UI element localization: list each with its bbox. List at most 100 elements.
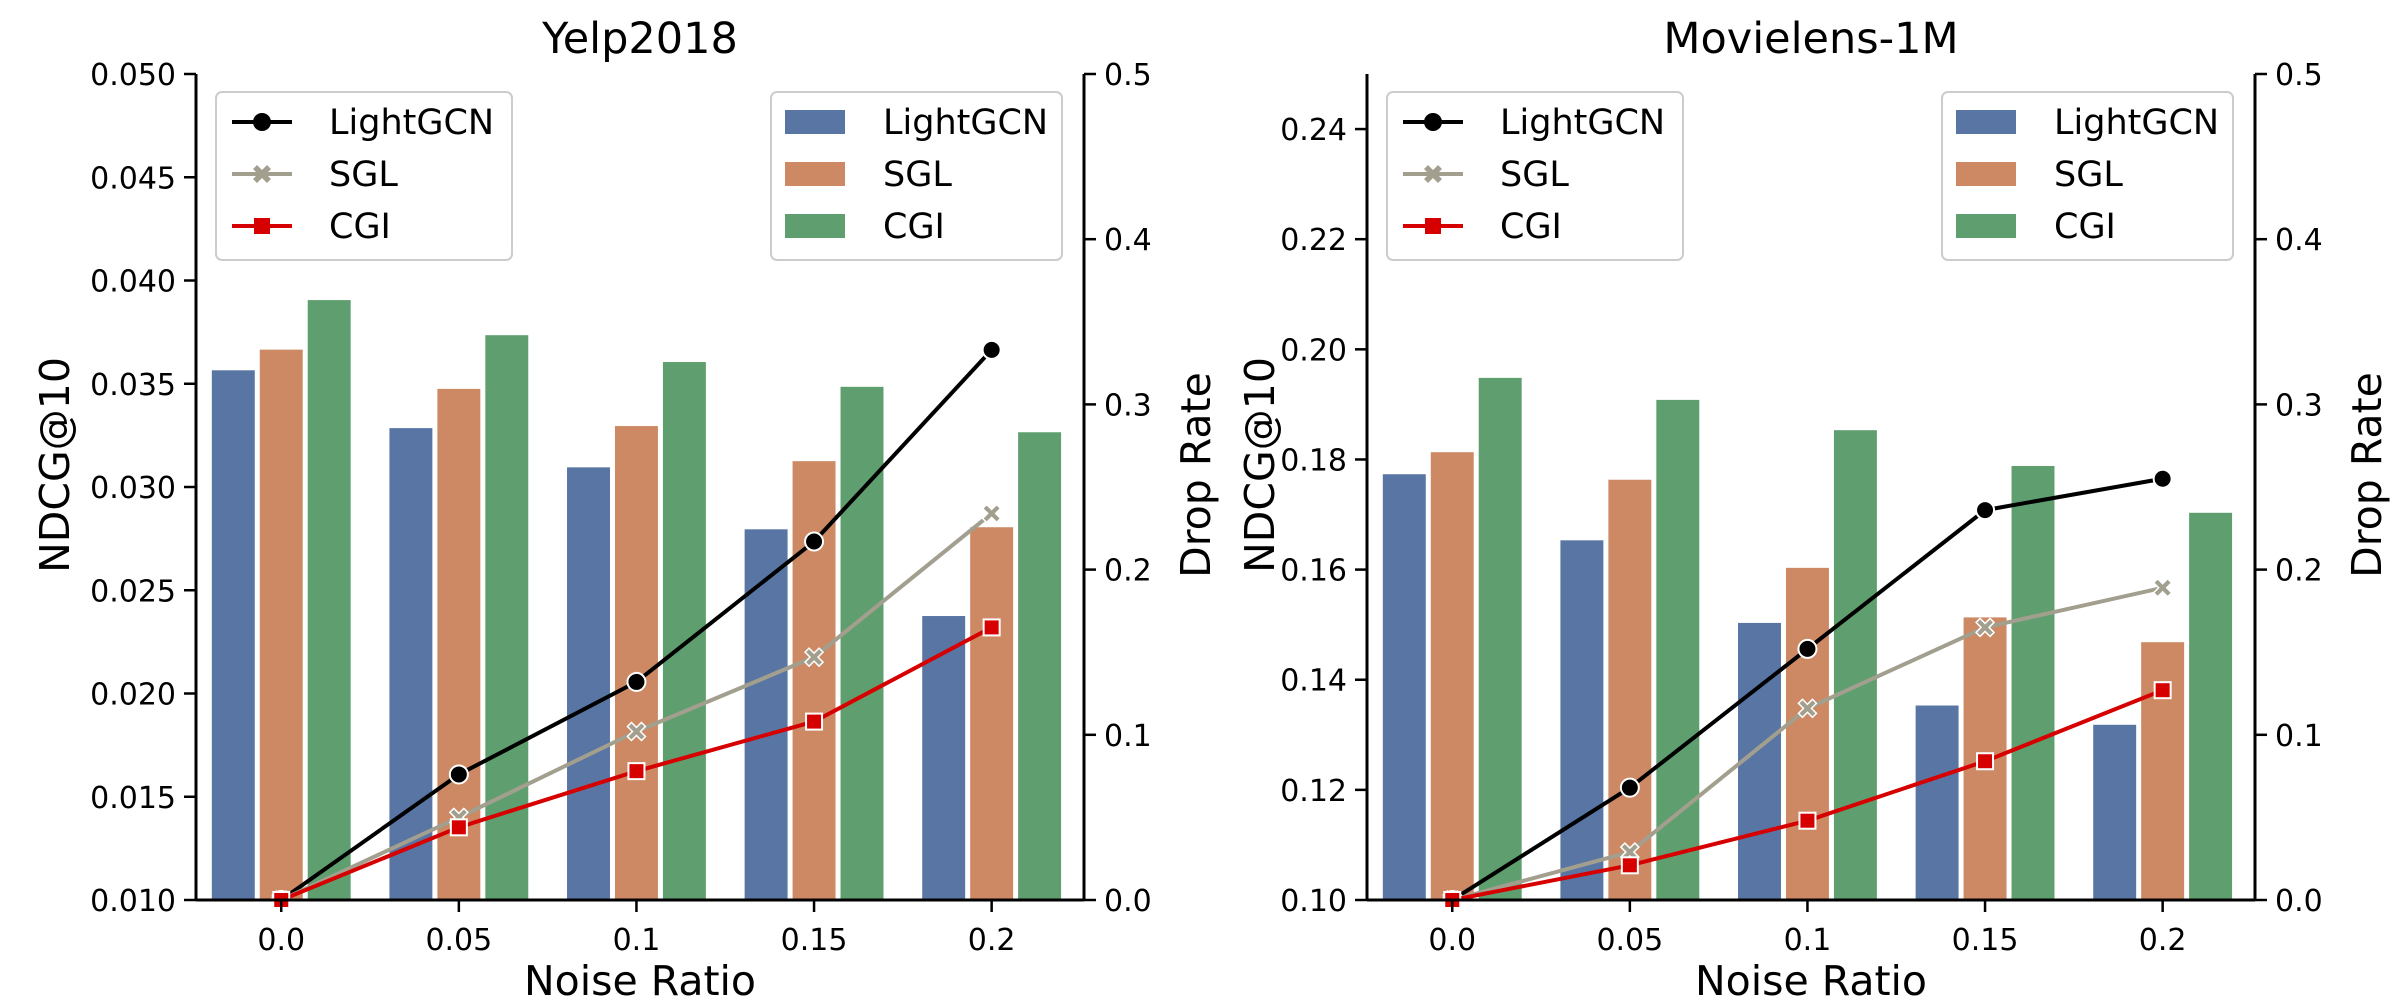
x-tick-label: 0.2 xyxy=(968,923,1016,958)
y2-tick-label: 0.4 xyxy=(2275,223,2323,258)
marker-lightgcn-4 xyxy=(2152,468,2173,489)
chart-title: Yelp2018 xyxy=(541,14,738,64)
bar-lightgcn-0 xyxy=(1380,472,1428,901)
y2-tick-label: 0.5 xyxy=(2275,58,2323,93)
left-axis-ticks: 0.10 0.12 0.14 0.16 0.18 0.20 0.22 0.24 xyxy=(1280,113,1367,919)
y-tick-label: 0.050 xyxy=(90,58,176,93)
bar-lightgcn-4 xyxy=(2091,722,2139,902)
legend-marker-lightgcn xyxy=(1424,113,1442,131)
legend-label-cgi: CGI xyxy=(883,207,945,247)
marker-sgl-4 xyxy=(2152,577,2173,598)
marker-cgi-1 xyxy=(449,818,468,837)
legend-label-cgi: CGI xyxy=(1500,207,1562,247)
marker-sgl-4 xyxy=(981,503,1002,524)
y-tick-label: 0.015 xyxy=(90,781,176,816)
marker-cgi-2 xyxy=(627,762,646,781)
legend-label-sgl: SGL xyxy=(1500,155,1569,195)
legend-swatch-sgl xyxy=(1956,162,2016,186)
bar-sgl-2 xyxy=(1783,565,1831,901)
x-tick-label: 0.15 xyxy=(1952,923,2019,958)
y2-axis-label: Drop Rate xyxy=(1172,372,1220,578)
legend-swatch-lightgcn xyxy=(1956,110,2016,134)
right-axis-ticks: 0.0 0.1 0.2 0.3 0.4 0.5 xyxy=(2255,58,2323,919)
bar-sgl-1 xyxy=(1606,477,1654,901)
chart-panel-movielens-1m: 0.100.120.140.160.180.200.220.24 0.00.10… xyxy=(1236,14,2391,1005)
bar-sgl-4 xyxy=(2139,640,2187,901)
bar-cgi-3 xyxy=(838,384,886,901)
legend-swatch-cgi xyxy=(1956,214,2016,238)
x-tick-label: 0.2 xyxy=(2139,923,2187,958)
x-axis-ticks: 0.0 0.05 0.1 0.15 0.2 xyxy=(257,900,1016,958)
x-tick-label: 0.15 xyxy=(781,923,848,958)
y-tick-label: 0.20 xyxy=(1280,333,1347,368)
y2-tick-label: 0.0 xyxy=(1104,884,1152,919)
y2-tick-label: 0.0 xyxy=(2275,884,2323,919)
legend-swatch-lightgcn xyxy=(785,110,845,134)
legend-marker-cgi xyxy=(254,218,270,234)
marker-cgi-4 xyxy=(2153,681,2172,700)
marker-cgi-3 xyxy=(1976,752,1995,771)
bar-legend: LightGCN SGL CGI xyxy=(1941,91,2234,261)
marker-lightgcn-1 xyxy=(448,764,469,785)
bar-legend: LightGCN SGL CGI xyxy=(770,91,1063,261)
axes-frame xyxy=(1365,74,2257,902)
bar-group xyxy=(1380,375,2235,902)
bar-cgi-2 xyxy=(1831,428,1879,901)
legend-label-sgl: SGL xyxy=(329,155,398,195)
marker-cgi-3 xyxy=(805,712,824,731)
y-tick-label: 0.035 xyxy=(90,368,176,403)
marker-cgi-4 xyxy=(982,618,1001,637)
bar-sgl-0 xyxy=(257,347,305,901)
y-tick-label: 0.030 xyxy=(90,471,176,506)
x-tick-label: 0.0 xyxy=(1428,923,1476,958)
left-axis-ticks: 0.010 0.015 0.020 0.025 0.030 0.035 0.040 0.045… xyxy=(90,58,196,919)
legend-label-sgl: SGL xyxy=(2054,155,2123,195)
x-axis-label: Noise Ratio xyxy=(1695,957,1927,1005)
bar-cgi-1 xyxy=(1654,397,1702,901)
x-tick-label: 0.05 xyxy=(1596,923,1663,958)
bar-lightgcn-1 xyxy=(387,426,435,901)
legend-label-sgl: SGL xyxy=(883,155,952,195)
marker-lightgcn-2 xyxy=(626,671,647,692)
x-tick-label: 0.0 xyxy=(257,923,305,958)
marker-cgi-1 xyxy=(1620,856,1639,875)
bar-cgi-0 xyxy=(1476,375,1524,902)
y2-tick-label: 0.1 xyxy=(1104,719,1152,754)
line-legend-box xyxy=(1386,91,1684,261)
marker-cgi-2 xyxy=(1798,811,1817,830)
y-tick-label: 0.22 xyxy=(1280,223,1347,258)
bar-lightgcn-0 xyxy=(209,368,257,902)
legend-marker-lightgcn xyxy=(253,113,271,131)
bar-group xyxy=(209,298,1064,902)
bar-lightgcn-1 xyxy=(1558,538,1606,902)
y2-tick-label: 0.3 xyxy=(2275,388,2323,423)
marker-lightgcn-4 xyxy=(981,339,1002,360)
y-tick-label: 0.14 xyxy=(1280,664,1347,699)
bar-sgl-2 xyxy=(612,424,660,901)
legend-label-lightgcn: LightGCN xyxy=(329,103,494,143)
y-axis-label: NDCG@10 xyxy=(31,357,79,573)
legend-label-lightgcn: LightGCN xyxy=(883,103,1048,143)
x-axis-ticks: 0.0 0.05 0.1 0.15 0.2 xyxy=(1428,900,2187,958)
chart-title: Movielens-1M xyxy=(1663,14,1958,64)
y-tick-label: 0.24 xyxy=(1280,113,1347,148)
y-axis-label: NDCG@10 xyxy=(1236,357,1284,573)
y2-tick-label: 0.4 xyxy=(1104,223,1152,258)
y2-tick-label: 0.1 xyxy=(2275,719,2323,754)
y-tick-label: 0.010 xyxy=(90,884,176,919)
legend-marker-cgi xyxy=(1425,218,1441,234)
x-tick-label: 0.1 xyxy=(1784,923,1832,958)
marker-sgl-2 xyxy=(1797,698,1818,719)
bar-cgi-0 xyxy=(305,298,353,901)
marker-sgl-3 xyxy=(1974,617,1996,638)
legend-swatch-cgi xyxy=(785,214,845,238)
line-legend: LightGCN SGL CGI xyxy=(1386,91,1684,261)
y2-tick-label: 0.5 xyxy=(1104,58,1152,93)
legend-marker-sgl xyxy=(1424,165,1442,183)
line-legend-box xyxy=(215,91,513,261)
bar-cgi-3 xyxy=(2009,463,2057,901)
marker-lightgcn-1 xyxy=(1619,777,1640,798)
bar-lightgcn-3 xyxy=(742,527,790,901)
legend-label-lightgcn: LightGCN xyxy=(1500,103,1665,143)
line-group xyxy=(271,339,1002,911)
